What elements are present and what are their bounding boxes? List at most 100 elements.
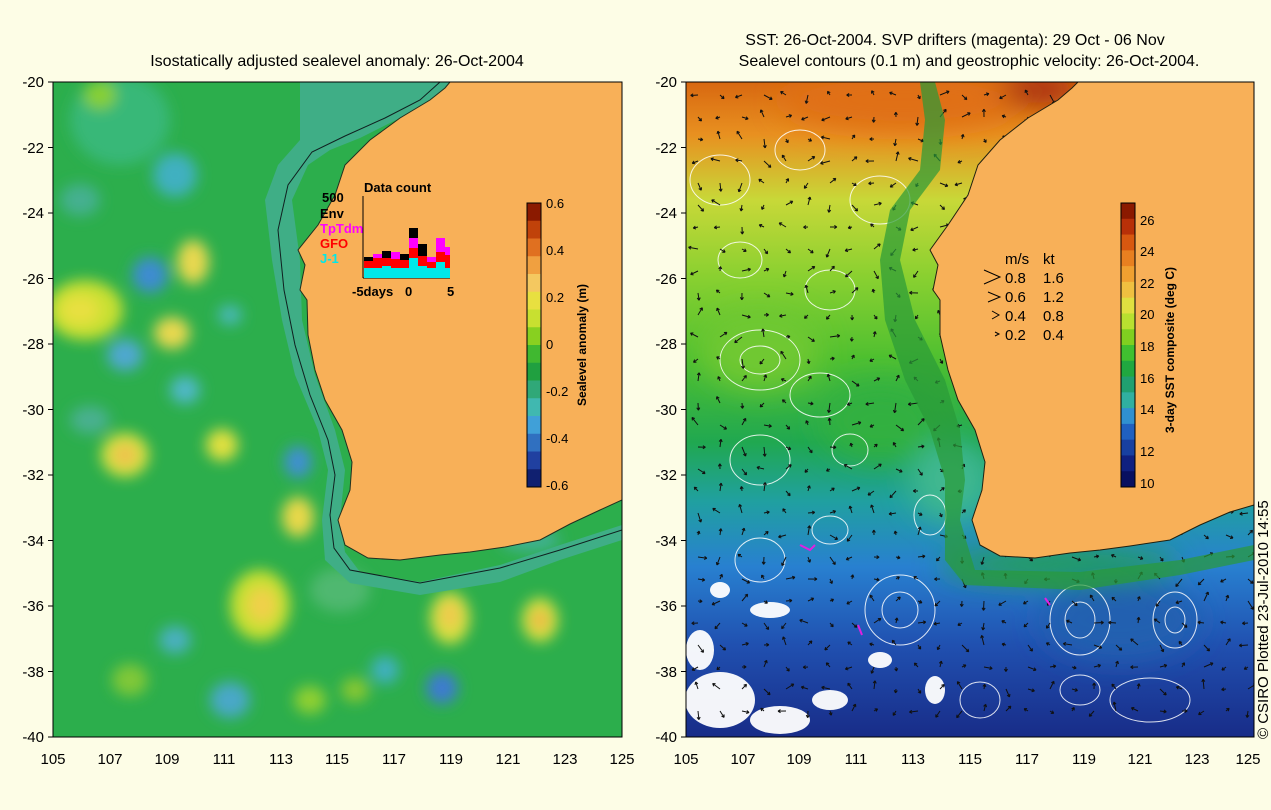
velocity-arrow (821, 685, 831, 690)
eddy (154, 317, 190, 349)
velocity-arrow (1045, 622, 1051, 629)
velocity-arrow (934, 577, 941, 582)
velocity-legend-header-kt: kt (1043, 251, 1056, 268)
colorbar-tick-label: 22 (1140, 276, 1154, 291)
velocity-arrow (983, 138, 987, 143)
sst-colorbar-swatches (1121, 203, 1135, 488)
x-tick-label: 117 (382, 751, 406, 768)
velocity-arrow (785, 178, 790, 184)
velocity-arrow (1130, 665, 1139, 670)
velocity-legend-ms: 0.6 (1005, 289, 1026, 306)
velocity-arrow (760, 707, 765, 712)
velocity-arrow (741, 248, 747, 252)
drifter-track (857, 624, 863, 636)
velocity-arrow (761, 574, 765, 580)
velocity-arrow (690, 270, 699, 276)
velocity-arrow (893, 111, 898, 118)
velocity-arrow (718, 528, 723, 536)
velocity-arrow (912, 489, 919, 493)
velocity-arrow (910, 226, 919, 232)
velocity-arrow (980, 556, 985, 565)
velocity-arrow (981, 622, 986, 631)
inset-bar (418, 244, 427, 278)
velocity-arrow (737, 182, 743, 193)
velocity-arrow (829, 509, 837, 514)
velocity-arrow (1247, 578, 1254, 584)
velocity-arrow (741, 417, 747, 426)
x-tick-label: 121 (1127, 751, 1152, 768)
velocity-arrow (737, 553, 743, 558)
velocity-arrow (829, 487, 835, 492)
velocity-arrow (850, 574, 855, 580)
velocity-arrow (718, 182, 723, 192)
velocity-arrow (785, 446, 792, 451)
velocity-arrow (761, 556, 766, 565)
x-tick-label: 105 (673, 751, 698, 768)
velocity-arrow (829, 534, 839, 540)
velocity-arrow (719, 94, 725, 100)
velocity-arrow (691, 416, 699, 426)
velocity-arrow (917, 512, 923, 516)
cloud (750, 602, 790, 618)
velocity-arrow (895, 596, 901, 602)
velocity-arrow (807, 138, 813, 142)
velocity-arrow (981, 600, 986, 611)
velocity-arrow (961, 94, 968, 101)
velocity-arrow (1159, 663, 1168, 668)
velocity-arrow (756, 465, 765, 470)
cloud (686, 672, 755, 728)
velocity-arrow (763, 600, 768, 604)
colorbar-swatch (1121, 471, 1135, 488)
velocity-arrow (873, 463, 882, 470)
velocity-arrow (1110, 554, 1117, 558)
y-tick-label: -22 (655, 140, 677, 157)
velocity-arrow (873, 555, 880, 560)
velocity-arrow (829, 622, 834, 628)
velocity-arrow (1071, 556, 1082, 562)
velocity-arrow (1197, 620, 1205, 625)
velocity-arrow (716, 356, 721, 360)
velocity-arrow (1027, 688, 1035, 693)
inset-bar (436, 238, 445, 278)
velocity-arrow (917, 418, 925, 426)
velocity-arrow (1220, 620, 1227, 625)
drifter-track (1044, 597, 1051, 606)
y-tick-label: -30 (655, 402, 677, 419)
inset-bars (364, 228, 450, 278)
sealevel-contours (689, 129, 1198, 723)
velocity-arrow (697, 116, 703, 122)
inset-bar (445, 247, 450, 278)
velocity-arrow (1247, 529, 1254, 536)
velocity-arrow (691, 160, 699, 165)
velocity-arrow (759, 402, 765, 408)
contour (881, 591, 919, 629)
velocity-arrow (873, 314, 878, 320)
velocity-arrow (1203, 534, 1209, 540)
colorbar-label: 3-day SST composite (deg C) (1163, 267, 1177, 433)
velocity-arrow (807, 485, 811, 492)
x-tick-label: 105 (40, 751, 65, 768)
velocity-arrow (933, 621, 941, 626)
colorbar-tick-label: 10 (1140, 476, 1154, 491)
velocity-arrow (697, 644, 705, 653)
cloud-patches (686, 582, 945, 734)
velocity-arrow (710, 157, 721, 162)
velocity-arrow (960, 133, 965, 140)
velocity-arrow (1023, 708, 1029, 712)
x-tick-label: 123 (1184, 751, 1209, 768)
velocity-arrow (741, 267, 751, 272)
contour (831, 433, 869, 467)
cloud (686, 630, 714, 670)
velocity-arrow (1136, 683, 1141, 690)
velocity-arrow (871, 90, 875, 96)
velocity-arrow (826, 373, 831, 382)
velocity-arrow (785, 424, 791, 430)
velocity-arrow (717, 376, 721, 382)
velocity-arrow (717, 463, 722, 470)
velocity-arrow (870, 666, 875, 674)
velocity-arrow (829, 177, 837, 184)
velocity-arrow (1001, 114, 1007, 119)
eddy (426, 672, 458, 704)
velocity-arrow (1181, 622, 1188, 628)
velocity-arrow (785, 334, 791, 339)
